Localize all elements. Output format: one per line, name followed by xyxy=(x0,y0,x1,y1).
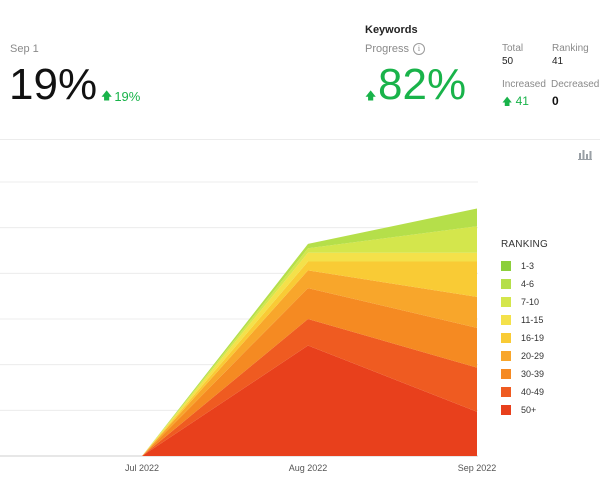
legend-swatch xyxy=(501,261,511,271)
legend-swatch xyxy=(501,405,511,415)
x-axis-labels: Jul 2022 Aug 2022 Sep 2022 xyxy=(125,463,496,473)
legend-item-16-19[interactable]: 16-19 xyxy=(501,329,548,347)
increased-stat: 🡅 41 xyxy=(502,94,529,112)
overall-delta: 🡅 19% xyxy=(101,87,140,106)
legend-item-7-10[interactable]: 7-10 xyxy=(501,293,548,311)
area-series-7-10[interactable] xyxy=(142,226,477,456)
total-value: 50 xyxy=(502,56,514,67)
legend-title: RANKING xyxy=(501,239,548,250)
chart-legend: RANKING 1-3 4-6 7-10 11-15 16-19 20-29 30-39 40… xyxy=(501,239,548,419)
area-series-16-19[interactable] xyxy=(142,261,477,456)
legend-label: 11-15 xyxy=(521,315,544,325)
overall-delta-value: 19% xyxy=(114,89,141,104)
legend-swatch xyxy=(501,351,511,361)
legend-item-40-49[interactable]: 40-49 xyxy=(501,383,548,401)
summary-panel: Sep 1 19% 🡅 19% Keywords Progress i 🡅 82… xyxy=(0,0,600,140)
legend-label: 30-39 xyxy=(521,369,545,379)
legend-label: 16-19 xyxy=(521,333,545,343)
divider xyxy=(0,139,600,140)
bar-chart-icon[interactable] xyxy=(578,148,592,160)
arrow-up-icon: 🡅 xyxy=(502,97,513,108)
legend-item-11-15[interactable]: 11-15 xyxy=(501,311,548,329)
legend-swatch xyxy=(501,369,511,379)
increased-value: 41 xyxy=(515,94,529,108)
overall-value: 19% xyxy=(9,60,98,109)
decreased-value: 0 xyxy=(552,94,559,108)
legend-swatch xyxy=(501,333,511,343)
legend-swatch xyxy=(501,315,511,325)
increased-label: Increased xyxy=(502,79,546,90)
legend-item-1-3[interactable]: 1-3 xyxy=(501,257,548,275)
total-label: Total xyxy=(502,43,524,54)
legend-label: 4-6 xyxy=(521,279,535,289)
legend-swatch xyxy=(501,387,511,397)
decreased-label: Decreased xyxy=(551,79,600,90)
area-series-40-49[interactable] xyxy=(142,319,477,456)
legend-item-4-6[interactable]: 4-6 xyxy=(501,275,548,293)
progress-label-row: Progress i xyxy=(365,43,426,55)
legend-label: 40-49 xyxy=(521,387,545,397)
chart-areas xyxy=(142,208,477,456)
legend-label: 50+ xyxy=(521,405,537,415)
legend-label: 1-3 xyxy=(521,261,535,271)
ranking-value: 41 xyxy=(552,56,564,67)
area-series-50+[interactable] xyxy=(142,345,477,456)
legend-swatch xyxy=(501,297,511,307)
x-tick-label: Aug 2022 xyxy=(289,463,328,473)
date-label: Sep 1 xyxy=(10,43,39,55)
legend-item-30-39[interactable]: 30-39 xyxy=(501,365,548,383)
x-tick-label: Sep 2022 xyxy=(458,463,497,473)
legend-item-20-29[interactable]: 20-29 xyxy=(501,347,548,365)
info-icon[interactable]: i xyxy=(413,43,426,55)
area-series-30-39[interactable] xyxy=(142,288,477,456)
arrow-up-icon: 🡅 xyxy=(101,90,113,102)
progress-label: Progress xyxy=(365,43,410,55)
x-tick-label: Jul 2022 xyxy=(125,463,159,473)
keywords-title: Keywords xyxy=(365,24,418,36)
arrow-up-icon: 🡅 xyxy=(365,90,377,102)
legend-swatch xyxy=(501,279,511,289)
ranking-label: Ranking xyxy=(552,43,589,54)
progress-value: 82% xyxy=(378,60,467,109)
legend-label: 7-10 xyxy=(521,297,540,307)
legend-item-50+[interactable]: 50+ xyxy=(501,401,548,419)
legend-label: 20-29 xyxy=(521,351,545,361)
